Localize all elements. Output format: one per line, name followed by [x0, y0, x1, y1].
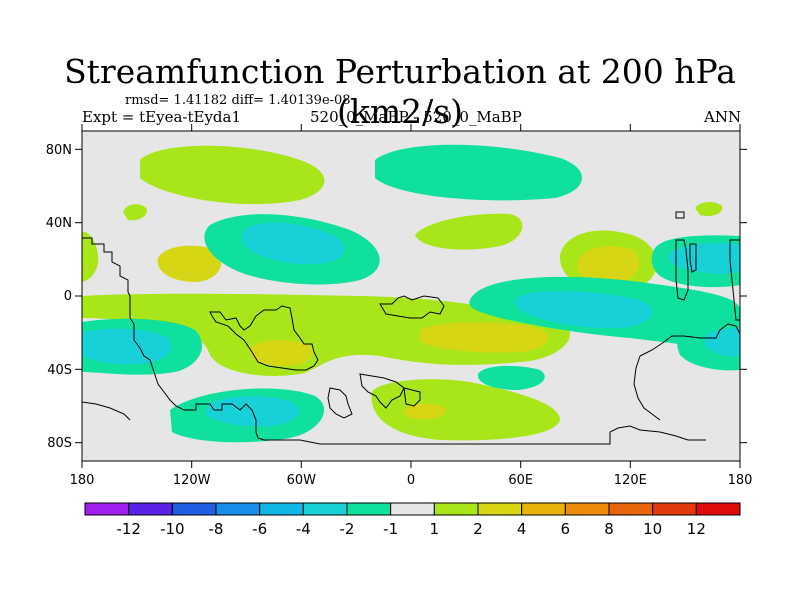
field-region-positive [82, 293, 571, 376]
x-tick-label: 180 [728, 473, 753, 488]
x-tick-label: 60E [508, 473, 533, 488]
field-region-negative [477, 365, 545, 390]
y-tick-label: 40N [46, 216, 72, 231]
colorbar: -12 -10 -8 -6 -4 -2 -1 1 2 4 6 8 10 12 [84, 502, 741, 538]
field-region-negative [375, 144, 582, 201]
colorbar-swatch [652, 502, 697, 516]
x-tick-label: 120W [173, 473, 211, 488]
field-region-positive-2-4 [577, 246, 640, 284]
y-tick-label: 0 [64, 289, 72, 304]
colorbar-swatch [695, 502, 741, 516]
field-region-negative-2-4 [515, 291, 653, 329]
colorbar-swatch [346, 502, 392, 516]
x-tick-label: 60W [287, 473, 317, 488]
field-region-positive [415, 213, 523, 250]
colorbar-label: -1 [383, 520, 398, 538]
y-tick-label: 40S [47, 363, 72, 378]
colorbar-label: -4 [296, 520, 311, 538]
experiment-label: Expt = tEyea-tEyda1 [82, 108, 242, 126]
colorbar-swatch [564, 502, 610, 516]
colorbar-label: 8 [604, 520, 614, 538]
field-region-negative-2-4 [82, 328, 171, 365]
colorbar-swatch [521, 502, 566, 516]
field-region-negative-2-4 [704, 328, 740, 357]
field-region-positive-2-4 [420, 322, 549, 353]
field-region-positive-2-4 [249, 340, 313, 366]
colorbar-label: 12 [687, 520, 706, 538]
colorbar-swatch [259, 502, 304, 516]
colorbar-label: 10 [643, 520, 662, 538]
field-region-positive [140, 145, 325, 205]
stats-label: rmsd= 1.41182 diff= 1.40139e-08 [125, 93, 351, 108]
case-label: 520_0_MaBP - 520_0_MaBP [310, 108, 522, 126]
y-tick-label: 80S [47, 436, 72, 451]
field-region-positive-2-4 [157, 245, 222, 282]
field-region-positive [695, 202, 723, 216]
y-tick-label: 80N [46, 143, 72, 158]
season-label: ANN [704, 108, 742, 126]
coastlines [82, 211, 740, 445]
colorbar-label: 1 [430, 520, 440, 538]
colorbar-swatch [171, 502, 217, 516]
map-plot-area [82, 131, 740, 461]
colorbar-swatch [128, 502, 173, 516]
colorbar-swatch [84, 502, 130, 516]
colorbar-swatch [477, 502, 523, 516]
colorbar-label: -12 [116, 520, 141, 538]
field-region-negative-2-4 [242, 222, 345, 265]
colorbar-swatch [302, 502, 348, 516]
x-tick-label: 180 [70, 473, 95, 488]
x-tick-label: 120E [614, 473, 647, 488]
colorbar-label: -6 [252, 520, 267, 538]
colorbar-swatch [608, 502, 654, 516]
colorbar-label: 6 [561, 520, 571, 538]
field-region-positive-2-4 [404, 403, 447, 420]
colorbar-swatch [390, 502, 435, 516]
colorbar-label: -2 [340, 520, 355, 538]
colorbar-label: 2 [473, 520, 483, 538]
colorbar-swatch [215, 502, 261, 516]
x-tick-label: 0 [407, 473, 415, 488]
colorbar-label: -10 [160, 520, 185, 538]
field-region-positive [371, 379, 560, 441]
field-region-positive [123, 204, 147, 221]
chart-title: Streamfunction Perturbation at 200 hPa (… [64, 52, 736, 131]
axis-ticks [75, 124, 747, 468]
colorbar-swatch [433, 502, 479, 516]
colorbar-label: -8 [209, 520, 224, 538]
colorbar-label: 4 [517, 520, 527, 538]
